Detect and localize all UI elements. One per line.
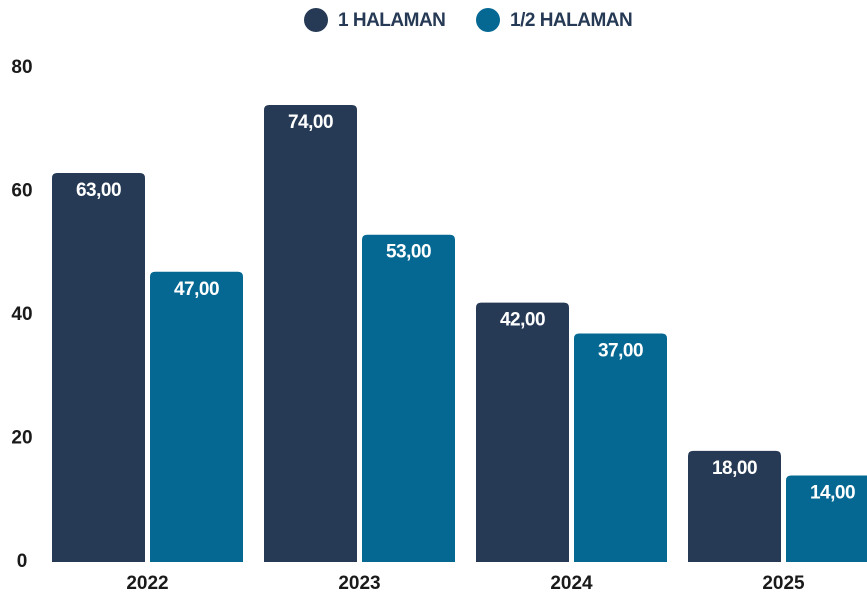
- bar: [476, 302, 569, 562]
- data-label: 14,00: [810, 483, 855, 504]
- data-label: 53,00: [386, 242, 431, 263]
- legend-label: 1/2 HALAMAN: [510, 10, 632, 31]
- legend-label: 1 HALAMAN: [338, 10, 445, 31]
- bar: [688, 450, 781, 562]
- data-label: 42,00: [500, 310, 545, 331]
- data-label: 37,00: [598, 341, 643, 362]
- bar: [52, 172, 145, 562]
- y-tick-label: 80: [11, 57, 32, 78]
- bar: [362, 234, 455, 562]
- bar: [150, 271, 243, 562]
- data-label: 63,00: [76, 180, 121, 201]
- y-tick-label: 60: [11, 181, 32, 202]
- bar: [786, 475, 867, 562]
- legend-swatch: [476, 8, 500, 32]
- legend-swatch: [304, 8, 328, 32]
- bar: [574, 333, 667, 562]
- x-tick-label: 2023: [338, 573, 380, 594]
- data-label: 18,00: [712, 458, 757, 479]
- x-tick-label: 2025: [762, 573, 805, 594]
- data-label: 47,00: [174, 279, 219, 300]
- x-tick-label: 2024: [550, 573, 593, 594]
- y-tick-label: 20: [11, 428, 32, 449]
- bar: [264, 105, 357, 563]
- y-tick-label: 40: [11, 304, 32, 325]
- x-tick-label: 2022: [126, 573, 168, 594]
- y-tick-label: 0: [17, 551, 28, 572]
- data-label: 74,00: [288, 112, 333, 133]
